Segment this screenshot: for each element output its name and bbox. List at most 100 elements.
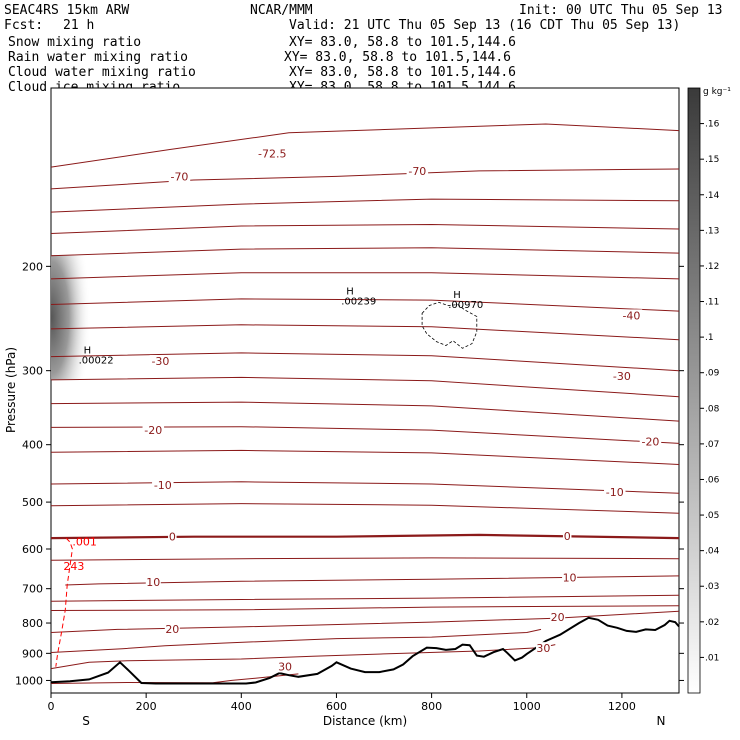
colorbar-tick-label: .07 bbox=[705, 440, 719, 450]
high-marker-value: .00239 bbox=[341, 297, 376, 308]
isotherm-line bbox=[50, 168, 680, 190]
colorbar-tick-label: .09 bbox=[705, 369, 720, 379]
contour-label: -70 bbox=[408, 165, 426, 178]
colorbar-ticks: .01 .02 .03 .04 .05 .06 .07 .08 .09 .1 .11 .12 .13 .1… bbox=[700, 120, 720, 663]
valid-time: Valid: 21 UTC Thu 05 Sep 13 (16 CDT Thu … bbox=[289, 18, 680, 33]
x-axis: 0 200 400 600 800 1000 1200 bbox=[48, 693, 636, 713]
end-label-north: N bbox=[657, 714, 666, 728]
isotherm-line bbox=[50, 644, 556, 670]
colorbar bbox=[687, 87, 701, 694]
contour-label-bg bbox=[562, 529, 572, 542]
high-marker-value: .00022 bbox=[79, 356, 114, 367]
isotherm-line bbox=[50, 533, 680, 540]
contour-label-bg bbox=[620, 309, 643, 322]
y-tick-label: 800 bbox=[22, 617, 43, 630]
contour-label-bg bbox=[611, 369, 633, 382]
isotherm-line bbox=[50, 324, 680, 341]
center-name: NCAR/MMM bbox=[250, 3, 313, 18]
isotherm-line bbox=[50, 449, 680, 465]
contour-label-bg bbox=[168, 170, 191, 183]
contour-label-bg bbox=[145, 575, 161, 588]
colorbar-tick-label: .01 bbox=[705, 653, 719, 663]
end-label-south: S bbox=[82, 714, 90, 728]
y-tick-label: 600 bbox=[22, 543, 43, 556]
field-xy: XY= 83.0, 58.8 to 101.5,144.6 bbox=[289, 35, 516, 50]
contour-label: -10 bbox=[154, 479, 172, 492]
colorbar-tick-label: .05 bbox=[705, 511, 719, 521]
fcst-label: Fcst: bbox=[4, 18, 43, 33]
contour-label: 30 bbox=[278, 660, 292, 673]
contour-label-bg bbox=[562, 571, 578, 584]
ice-contour bbox=[421, 301, 478, 349]
colorbar-tick-label: .1 bbox=[705, 333, 714, 343]
colorbar-unit: g kg⁻¹ bbox=[703, 87, 731, 97]
isotherm-line bbox=[50, 376, 680, 398]
contour-label: 10 bbox=[563, 571, 577, 584]
field-xy: XY= 83.0, 58.8 to 101.5,144.6 bbox=[284, 50, 511, 65]
y-tick-label: 500 bbox=[22, 496, 43, 509]
contour-label-bg bbox=[254, 147, 290, 160]
high-marker: H bbox=[84, 346, 92, 357]
rain-label: .001 bbox=[72, 536, 97, 549]
isotherm-line bbox=[50, 594, 680, 602]
colorbar-tick-label: .12 bbox=[705, 262, 719, 272]
contour-label: -20 bbox=[641, 435, 659, 448]
high-marker-value: .00970 bbox=[448, 300, 483, 311]
snow-shading bbox=[51, 255, 91, 380]
rain-label: 243 bbox=[63, 560, 84, 573]
plot-frame bbox=[50, 87, 680, 694]
contour-label-bg bbox=[277, 660, 293, 673]
x-axis-label: Distance (km) bbox=[323, 714, 407, 728]
isotherm-line bbox=[50, 123, 680, 168]
y-tick-label: 700 bbox=[22, 583, 43, 596]
contour-label: 0 bbox=[169, 531, 176, 544]
isotherm-line bbox=[50, 198, 680, 213]
isotherm-line bbox=[50, 628, 542, 653]
isotherm-line bbox=[50, 223, 680, 234]
x-tick-label: 800 bbox=[421, 700, 442, 713]
y-tick-label: 300 bbox=[22, 365, 43, 378]
field-label: Cloud water mixing ratio bbox=[8, 65, 196, 80]
rain-contour bbox=[55, 537, 73, 667]
isotherm-line bbox=[50, 605, 680, 611]
colorbar-tick-label: .08 bbox=[705, 404, 720, 414]
contour-label: 20 bbox=[551, 611, 565, 624]
isotherm-line bbox=[50, 610, 680, 633]
colorbar-tick-label: .02 bbox=[705, 618, 719, 628]
contour-label: 10 bbox=[146, 576, 160, 589]
isotherm-line bbox=[65, 575, 680, 586]
contour-label: -20 bbox=[144, 424, 162, 437]
x-tick-label: 600 bbox=[326, 700, 347, 713]
contours: -72.5 -70 -70 -40 -30 -30 -20 -20 -10 -10 0 0 10 10 20… bbox=[50, 123, 680, 685]
isotherm-line bbox=[50, 247, 680, 257]
contour-label-bg bbox=[168, 530, 177, 543]
contour-label-bg bbox=[142, 424, 165, 437]
y-axis-label: Pressure (hPa) bbox=[4, 347, 18, 433]
contour-label-bg bbox=[406, 164, 429, 177]
field-xy: XY= 83.0, 58.8 to 101.5,144.6 bbox=[289, 65, 516, 80]
y-tick-label: 1000 bbox=[15, 674, 43, 687]
field-legend: Snow mixing ratio XY= 83.0, 58.8 to 101.5… bbox=[8, 35, 516, 95]
colorbar-tick-label: .06 bbox=[705, 475, 720, 485]
high-marker: H bbox=[453, 290, 461, 301]
isotherm-line bbox=[50, 401, 680, 422]
isotherm-line bbox=[50, 481, 680, 494]
y-tick-label: 900 bbox=[22, 647, 43, 660]
contour-label: -72.5 bbox=[258, 148, 286, 161]
x-tick-label: 0 bbox=[48, 700, 55, 713]
contour-label: -10 bbox=[606, 486, 624, 499]
x-tick-label: 1000 bbox=[513, 700, 541, 713]
contour-label: 0 bbox=[564, 530, 571, 543]
contour-label: -30 bbox=[151, 355, 169, 368]
colorbar-tick-label: .16 bbox=[705, 120, 720, 130]
colorbar-tick-label: .03 bbox=[705, 582, 719, 592]
y-tick-label: 200 bbox=[22, 260, 43, 273]
isotherm-line bbox=[50, 557, 680, 561]
fcst-value: 21 h bbox=[63, 18, 94, 33]
x-tick-label: 1200 bbox=[608, 700, 636, 713]
colorbar-tick-label: .14 bbox=[705, 191, 720, 201]
contour-label: -70 bbox=[170, 170, 188, 183]
isotherm-line bbox=[50, 298, 680, 312]
